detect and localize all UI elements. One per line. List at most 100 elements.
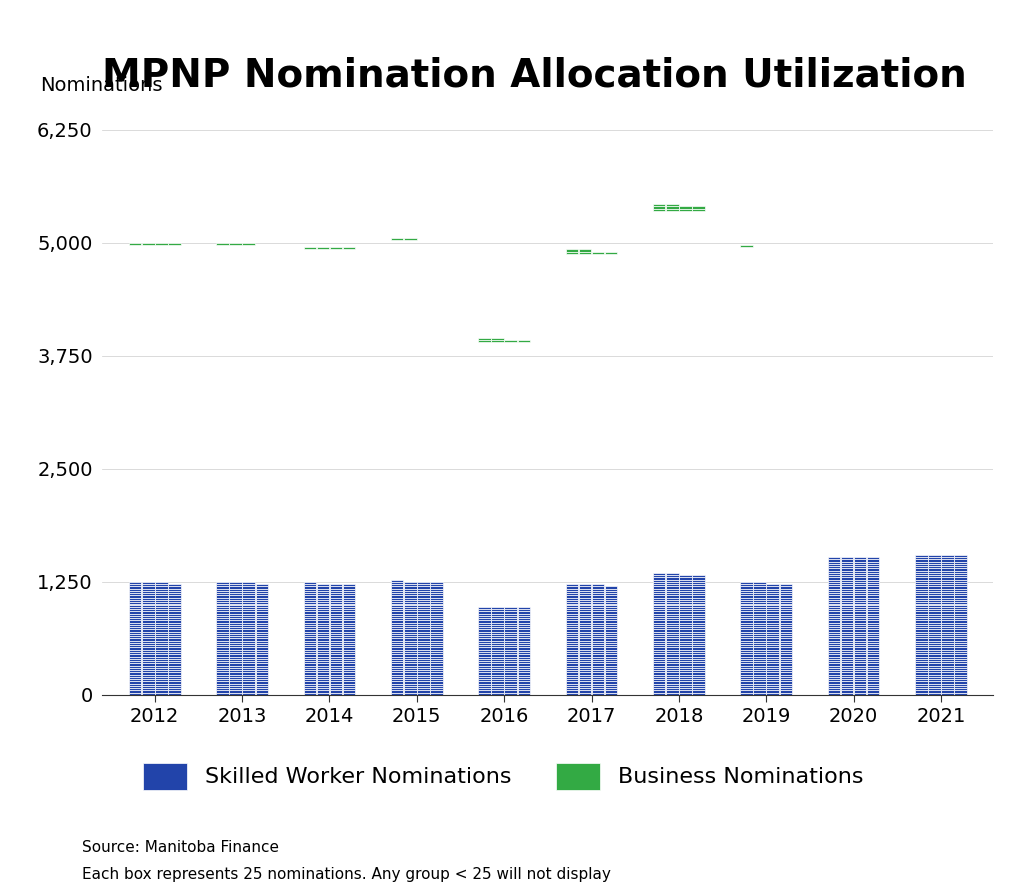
FancyBboxPatch shape xyxy=(766,591,779,593)
FancyBboxPatch shape xyxy=(430,611,442,614)
FancyBboxPatch shape xyxy=(928,654,941,657)
FancyBboxPatch shape xyxy=(605,648,617,650)
FancyBboxPatch shape xyxy=(740,648,753,650)
FancyBboxPatch shape xyxy=(129,643,141,645)
FancyBboxPatch shape xyxy=(766,668,779,670)
FancyBboxPatch shape xyxy=(928,564,941,566)
FancyBboxPatch shape xyxy=(243,663,255,666)
FancyBboxPatch shape xyxy=(478,668,490,670)
FancyBboxPatch shape xyxy=(827,674,840,677)
FancyBboxPatch shape xyxy=(404,629,417,632)
FancyBboxPatch shape xyxy=(478,691,490,692)
FancyBboxPatch shape xyxy=(478,611,490,614)
FancyBboxPatch shape xyxy=(256,625,268,627)
FancyBboxPatch shape xyxy=(653,645,666,648)
FancyBboxPatch shape xyxy=(867,668,880,670)
FancyBboxPatch shape xyxy=(928,639,941,641)
FancyBboxPatch shape xyxy=(841,595,853,598)
FancyBboxPatch shape xyxy=(391,238,403,241)
FancyBboxPatch shape xyxy=(692,623,705,625)
FancyBboxPatch shape xyxy=(653,611,666,614)
FancyBboxPatch shape xyxy=(316,661,330,663)
FancyBboxPatch shape xyxy=(692,652,705,654)
FancyBboxPatch shape xyxy=(129,616,141,618)
FancyBboxPatch shape xyxy=(914,573,928,575)
FancyBboxPatch shape xyxy=(168,598,181,600)
FancyBboxPatch shape xyxy=(404,238,417,241)
FancyBboxPatch shape xyxy=(854,627,866,629)
FancyBboxPatch shape xyxy=(229,609,242,611)
FancyBboxPatch shape xyxy=(517,692,530,695)
FancyBboxPatch shape xyxy=(928,641,941,643)
FancyBboxPatch shape xyxy=(168,627,181,629)
FancyBboxPatch shape xyxy=(779,679,793,682)
FancyBboxPatch shape xyxy=(827,560,840,561)
FancyBboxPatch shape xyxy=(517,673,530,674)
FancyBboxPatch shape xyxy=(142,657,155,658)
FancyBboxPatch shape xyxy=(954,632,967,634)
FancyBboxPatch shape xyxy=(954,648,967,650)
FancyBboxPatch shape xyxy=(740,688,753,691)
FancyBboxPatch shape xyxy=(243,658,255,661)
FancyBboxPatch shape xyxy=(841,607,853,609)
FancyBboxPatch shape xyxy=(827,604,840,607)
FancyBboxPatch shape xyxy=(505,668,517,670)
FancyBboxPatch shape xyxy=(417,593,430,595)
FancyBboxPatch shape xyxy=(216,673,228,674)
FancyBboxPatch shape xyxy=(666,577,679,580)
FancyBboxPatch shape xyxy=(766,584,779,586)
FancyBboxPatch shape xyxy=(827,620,840,623)
FancyBboxPatch shape xyxy=(692,208,705,211)
FancyBboxPatch shape xyxy=(155,623,168,625)
FancyBboxPatch shape xyxy=(243,692,255,695)
FancyBboxPatch shape xyxy=(404,657,417,658)
FancyBboxPatch shape xyxy=(754,658,766,661)
FancyBboxPatch shape xyxy=(256,648,268,650)
FancyBboxPatch shape xyxy=(914,683,928,686)
FancyBboxPatch shape xyxy=(391,602,403,604)
FancyBboxPatch shape xyxy=(229,692,242,695)
FancyBboxPatch shape xyxy=(216,643,228,645)
FancyBboxPatch shape xyxy=(168,593,181,595)
FancyBboxPatch shape xyxy=(666,682,679,683)
FancyBboxPatch shape xyxy=(779,657,793,658)
FancyBboxPatch shape xyxy=(592,616,604,618)
FancyBboxPatch shape xyxy=(914,568,928,570)
FancyBboxPatch shape xyxy=(954,629,967,632)
FancyBboxPatch shape xyxy=(579,688,591,691)
FancyBboxPatch shape xyxy=(505,648,517,650)
FancyBboxPatch shape xyxy=(404,607,417,609)
FancyBboxPatch shape xyxy=(404,614,417,616)
FancyBboxPatch shape xyxy=(216,682,228,683)
FancyBboxPatch shape xyxy=(914,623,928,625)
FancyBboxPatch shape xyxy=(941,602,953,604)
FancyBboxPatch shape xyxy=(867,627,880,629)
FancyBboxPatch shape xyxy=(592,670,604,673)
FancyBboxPatch shape xyxy=(216,595,228,598)
FancyBboxPatch shape xyxy=(391,668,403,670)
FancyBboxPatch shape xyxy=(740,670,753,673)
FancyBboxPatch shape xyxy=(914,561,928,564)
FancyBboxPatch shape xyxy=(605,604,617,607)
FancyBboxPatch shape xyxy=(692,600,705,602)
FancyBboxPatch shape xyxy=(827,598,840,600)
FancyBboxPatch shape xyxy=(391,658,403,661)
FancyBboxPatch shape xyxy=(330,584,342,586)
FancyBboxPatch shape xyxy=(229,582,242,584)
FancyBboxPatch shape xyxy=(867,566,880,568)
FancyBboxPatch shape xyxy=(766,634,779,636)
FancyBboxPatch shape xyxy=(740,600,753,602)
FancyBboxPatch shape xyxy=(914,663,928,666)
FancyBboxPatch shape xyxy=(142,661,155,663)
FancyBboxPatch shape xyxy=(129,648,141,650)
FancyBboxPatch shape xyxy=(954,650,967,652)
FancyBboxPatch shape xyxy=(417,582,430,584)
FancyBboxPatch shape xyxy=(303,666,316,668)
FancyBboxPatch shape xyxy=(954,568,967,570)
FancyBboxPatch shape xyxy=(391,688,403,691)
FancyBboxPatch shape xyxy=(256,600,268,602)
FancyBboxPatch shape xyxy=(142,683,155,686)
FancyBboxPatch shape xyxy=(928,632,941,634)
FancyBboxPatch shape xyxy=(343,607,355,609)
FancyBboxPatch shape xyxy=(430,668,442,670)
